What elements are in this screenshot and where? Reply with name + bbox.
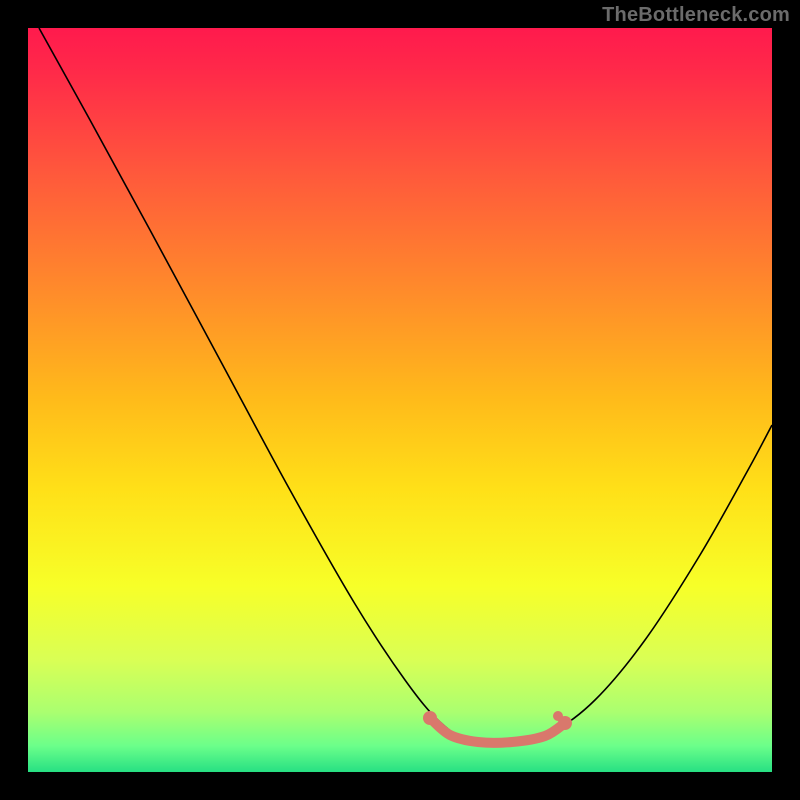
optimal-range-dot [553,711,563,721]
chart-stage: TheBottleneck.com [0,0,800,800]
optimal-range-dot [423,711,437,725]
watermark-text: TheBottleneck.com [602,4,790,27]
chart-svg [0,0,800,800]
plot-area [28,28,772,772]
